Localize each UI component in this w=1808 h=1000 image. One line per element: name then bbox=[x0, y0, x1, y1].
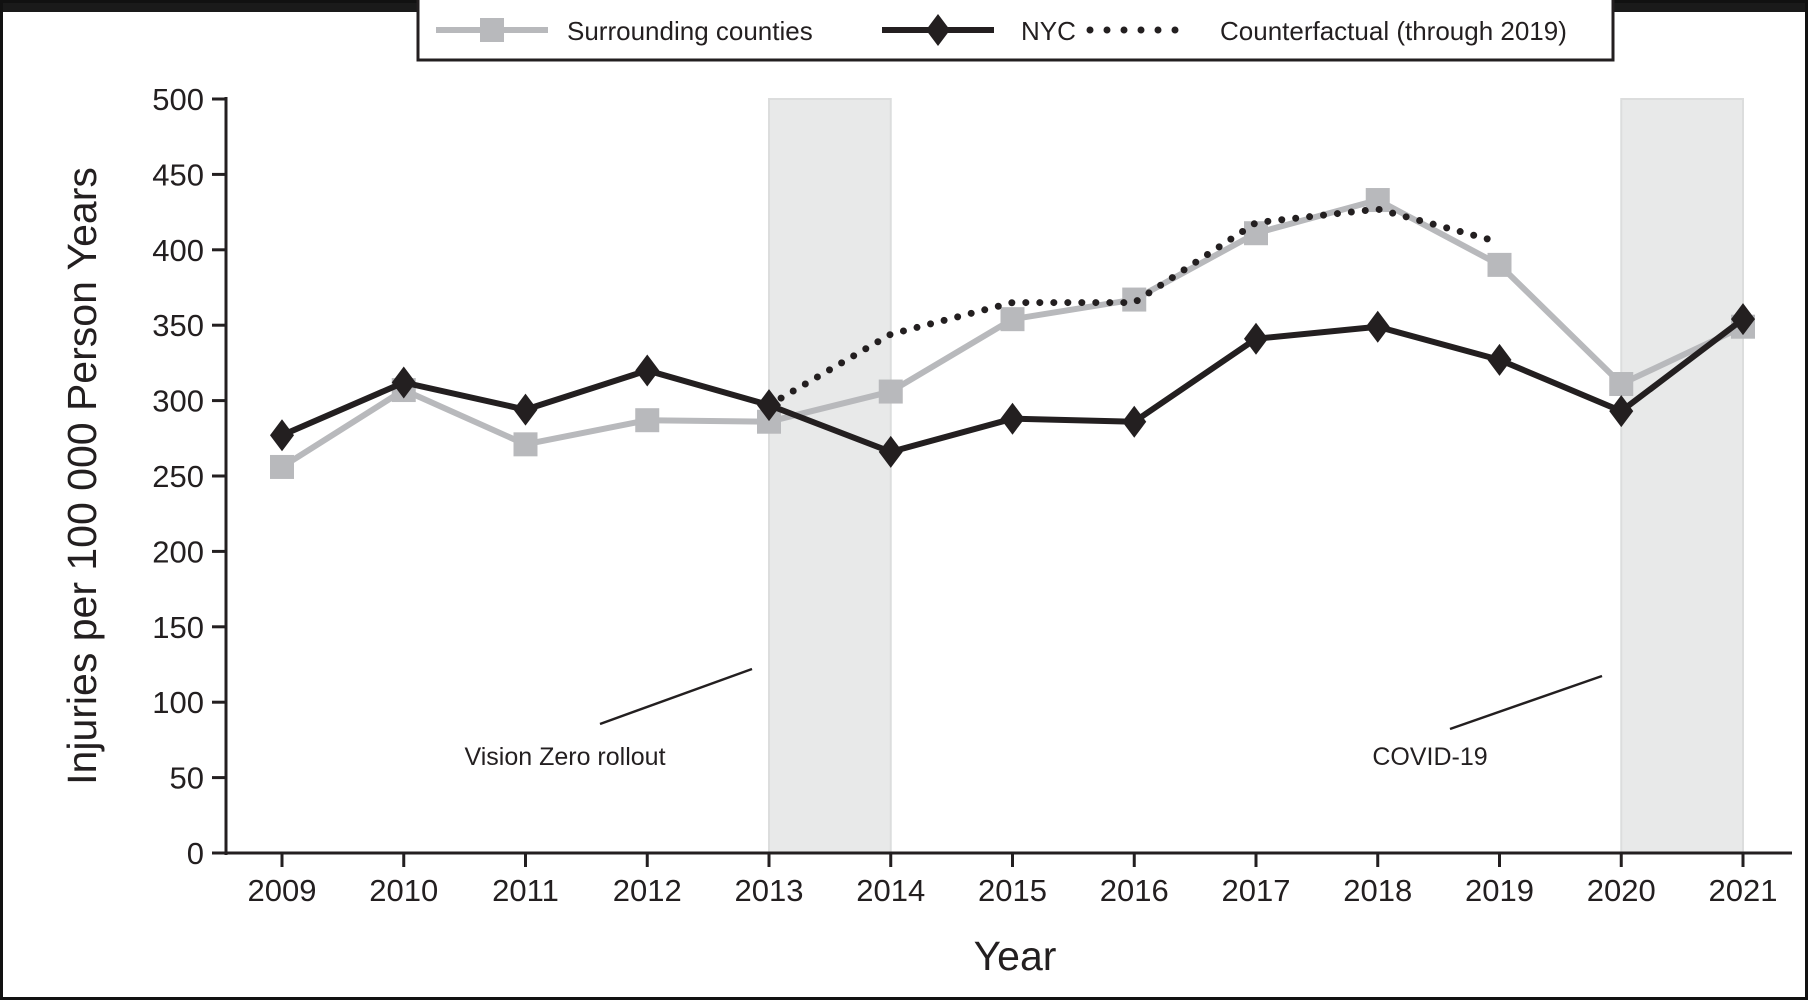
y-tick-label: 100 bbox=[152, 685, 204, 720]
data-point-square bbox=[878, 379, 903, 404]
data-point-diamond bbox=[1365, 310, 1390, 343]
y-tick-label: 400 bbox=[152, 233, 204, 268]
y-tick-label: 250 bbox=[152, 459, 204, 494]
x-tick-label: 2021 bbox=[1709, 873, 1778, 908]
x-axis-label: Year bbox=[974, 933, 1057, 979]
legend-label: Counterfactual (through 2019) bbox=[1220, 16, 1567, 46]
data-point-square bbox=[1487, 252, 1512, 277]
data-point-diamond bbox=[1122, 405, 1147, 438]
data-point-diamond bbox=[391, 366, 416, 399]
data-point-diamond bbox=[1487, 343, 1512, 376]
data-point-diamond bbox=[270, 419, 294, 452]
data-point-diamond bbox=[513, 393, 538, 426]
y-tick-label: 150 bbox=[152, 610, 204, 645]
data-point-diamond bbox=[1244, 322, 1268, 355]
legend-marker-square bbox=[480, 18, 504, 42]
annotation-pointer-line bbox=[599, 667, 753, 726]
y-tick-label: 500 bbox=[152, 82, 204, 117]
x-tick-label: 2020 bbox=[1587, 873, 1656, 908]
x-tick-label: 2017 bbox=[1222, 873, 1291, 908]
data-point-diamond bbox=[1731, 303, 1755, 336]
legend-label: NYC bbox=[1021, 16, 1076, 46]
x-tick-label: 2019 bbox=[1465, 873, 1534, 908]
y-tick-label: 50 bbox=[170, 761, 204, 796]
data-point-diamond bbox=[635, 354, 660, 387]
y-tick-label: 450 bbox=[152, 157, 204, 192]
y-axis-label: Injuries per 100 000 Person Years bbox=[59, 167, 105, 785]
shaded-period bbox=[768, 98, 892, 854]
x-tick-label: 2009 bbox=[248, 873, 317, 908]
data-point-square bbox=[513, 432, 538, 457]
data-point-diamond bbox=[878, 435, 903, 468]
legend-box bbox=[416, 0, 1615, 62]
data-point-square bbox=[270, 454, 294, 479]
y-tick-label: 350 bbox=[152, 308, 204, 343]
y-tick-label: 300 bbox=[152, 384, 204, 419]
data-point-square bbox=[1609, 372, 1634, 397]
data-point-square bbox=[635, 408, 660, 433]
annotation-pointer-line bbox=[1449, 674, 1603, 731]
x-tick-label: 2011 bbox=[492, 873, 559, 908]
x-tick-label: 2018 bbox=[1343, 873, 1412, 908]
y-tick-label: 0 bbox=[187, 836, 204, 871]
annotation-label: Vision Zero rollout bbox=[464, 743, 665, 771]
data-point-square bbox=[1000, 307, 1025, 332]
annotation-label: COVID-19 bbox=[1372, 743, 1487, 771]
x-tick-label: 2014 bbox=[856, 873, 925, 908]
y-tick-label: 200 bbox=[152, 534, 204, 569]
legend-marker-diamond bbox=[926, 14, 950, 46]
series-line-counterfactual-through-2019- bbox=[765, 205, 1503, 409]
data-point-diamond bbox=[1000, 402, 1025, 435]
legend: Surrounding counties NYC Counterfactual (t… bbox=[416, 0, 1615, 62]
x-tick-label: 2016 bbox=[1100, 873, 1169, 908]
x-tick-label: 2015 bbox=[978, 873, 1047, 908]
x-tick-label: 2013 bbox=[735, 873, 804, 908]
data-point-diamond bbox=[1609, 395, 1634, 428]
legend-label: Surrounding counties bbox=[567, 16, 813, 46]
shaded-period bbox=[1620, 98, 1744, 854]
x-tick-label: 2010 bbox=[369, 873, 438, 908]
data-point-diamond bbox=[757, 389, 781, 422]
x-tick-label: 2012 bbox=[613, 873, 682, 908]
